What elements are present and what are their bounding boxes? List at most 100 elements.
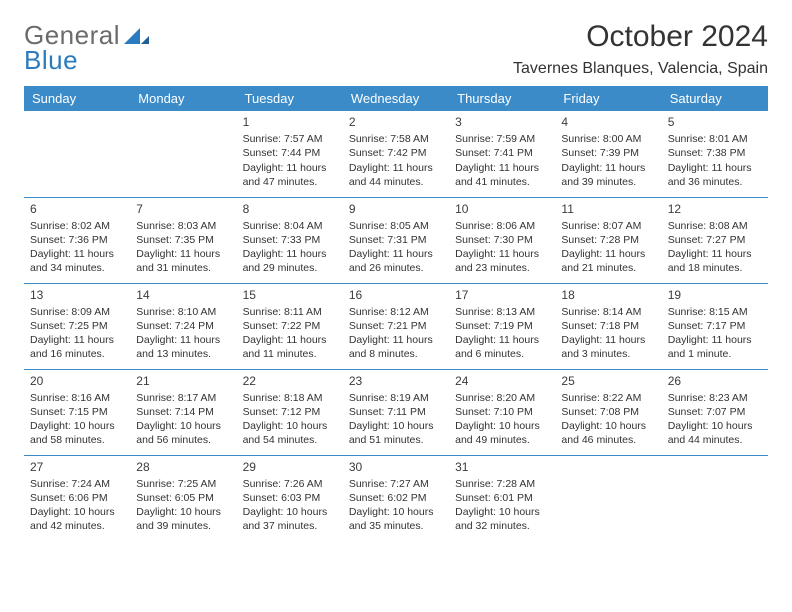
daylight-text: and 39 minutes.: [136, 519, 230, 533]
calendar-cell: 30Sunrise: 7:27 AMSunset: 6:02 PMDayligh…: [343, 455, 449, 541]
daylight-text: Daylight: 10 hours: [243, 505, 337, 519]
sunset-text: Sunset: 7:12 PM: [243, 405, 337, 419]
day-number: 25: [561, 373, 655, 389]
logo-text: General Blue: [24, 20, 120, 76]
day-number: 22: [243, 373, 337, 389]
sunset-text: Sunset: 7:11 PM: [349, 405, 443, 419]
day-number: 15: [243, 287, 337, 303]
calendar-row: 1Sunrise: 7:57 AMSunset: 7:44 PMDaylight…: [24, 111, 768, 197]
sunset-text: Sunset: 7:27 PM: [668, 233, 762, 247]
calendar-cell: 9Sunrise: 8:05 AMSunset: 7:31 PMDaylight…: [343, 197, 449, 283]
calendar-cell: 24Sunrise: 8:20 AMSunset: 7:10 PMDayligh…: [449, 369, 555, 455]
calendar-cell: 4Sunrise: 8:00 AMSunset: 7:39 PMDaylight…: [555, 111, 661, 197]
sunset-text: Sunset: 7:19 PM: [455, 319, 549, 333]
sunrise-text: Sunrise: 7:26 AM: [243, 477, 337, 491]
sunset-text: Sunset: 7:41 PM: [455, 146, 549, 160]
sunset-text: Sunset: 7:14 PM: [136, 405, 230, 419]
daylight-text: and 54 minutes.: [243, 433, 337, 447]
sunrise-text: Sunrise: 8:14 AM: [561, 305, 655, 319]
day-number: 30: [349, 459, 443, 475]
sunset-text: Sunset: 6:05 PM: [136, 491, 230, 505]
daylight-text: Daylight: 10 hours: [455, 505, 549, 519]
day-number: 5: [668, 114, 762, 130]
day-number: 26: [668, 373, 762, 389]
logo-sail-icon: [124, 26, 150, 51]
calendar-cell: 22Sunrise: 8:18 AMSunset: 7:12 PMDayligh…: [237, 369, 343, 455]
day-number: 6: [30, 201, 124, 217]
daylight-text: and 42 minutes.: [30, 519, 124, 533]
daylight-text: and 32 minutes.: [455, 519, 549, 533]
calendar-cell: 31Sunrise: 7:28 AMSunset: 6:01 PMDayligh…: [449, 455, 555, 541]
sunrise-text: Sunrise: 8:01 AM: [668, 132, 762, 146]
weekday-header: Tuesday: [237, 86, 343, 111]
sunrise-text: Sunrise: 8:11 AM: [243, 305, 337, 319]
calendar-cell: 3Sunrise: 7:59 AMSunset: 7:41 PMDaylight…: [449, 111, 555, 197]
day-number: 28: [136, 459, 230, 475]
calendar-cell: [555, 455, 661, 541]
day-number: 23: [349, 373, 443, 389]
day-number: 12: [668, 201, 762, 217]
sunset-text: Sunset: 7:33 PM: [243, 233, 337, 247]
sunset-text: Sunset: 7:30 PM: [455, 233, 549, 247]
daylight-text: Daylight: 11 hours: [243, 161, 337, 175]
daylight-text: Daylight: 11 hours: [455, 247, 549, 261]
daylight-text: and 23 minutes.: [455, 261, 549, 275]
sunrise-text: Sunrise: 8:12 AM: [349, 305, 443, 319]
daylight-text: Daylight: 11 hours: [668, 161, 762, 175]
day-number: 9: [349, 201, 443, 217]
sunset-text: Sunset: 6:02 PM: [349, 491, 443, 505]
sunset-text: Sunset: 7:21 PM: [349, 319, 443, 333]
calendar-row: 13Sunrise: 8:09 AMSunset: 7:25 PMDayligh…: [24, 283, 768, 369]
sunrise-text: Sunrise: 7:57 AM: [243, 132, 337, 146]
calendar-cell: 14Sunrise: 8:10 AMSunset: 7:24 PMDayligh…: [130, 283, 236, 369]
calendar-cell: [24, 111, 130, 197]
day-number: 14: [136, 287, 230, 303]
sunset-text: Sunset: 7:31 PM: [349, 233, 443, 247]
calendar-cell: 7Sunrise: 8:03 AMSunset: 7:35 PMDaylight…: [130, 197, 236, 283]
daylight-text: Daylight: 10 hours: [243, 419, 337, 433]
calendar-cell: 28Sunrise: 7:25 AMSunset: 6:05 PMDayligh…: [130, 455, 236, 541]
daylight-text: and 44 minutes.: [349, 175, 443, 189]
daylight-text: and 58 minutes.: [30, 433, 124, 447]
calendar-cell: 26Sunrise: 8:23 AMSunset: 7:07 PMDayligh…: [662, 369, 768, 455]
daylight-text: Daylight: 10 hours: [30, 419, 124, 433]
sunrise-text: Sunrise: 8:08 AM: [668, 219, 762, 233]
calendar-cell: 21Sunrise: 8:17 AMSunset: 7:14 PMDayligh…: [130, 369, 236, 455]
day-number: 18: [561, 287, 655, 303]
daylight-text: and 41 minutes.: [455, 175, 549, 189]
sunset-text: Sunset: 7:18 PM: [561, 319, 655, 333]
day-number: 3: [455, 114, 549, 130]
daylight-text: and 3 minutes.: [561, 347, 655, 361]
daylight-text: and 13 minutes.: [136, 347, 230, 361]
daylight-text: and 6 minutes.: [455, 347, 549, 361]
sunset-text: Sunset: 7:44 PM: [243, 146, 337, 160]
page-title: October 2024: [513, 20, 768, 54]
sunset-text: Sunset: 7:38 PM: [668, 146, 762, 160]
location-text: Tavernes Blanques, Valencia, Spain: [513, 60, 768, 78]
sunrise-text: Sunrise: 8:16 AM: [30, 391, 124, 405]
sunset-text: Sunset: 7:39 PM: [561, 146, 655, 160]
weekday-header: Wednesday: [343, 86, 449, 111]
daylight-text: Daylight: 11 hours: [349, 333, 443, 347]
calendar-cell: 13Sunrise: 8:09 AMSunset: 7:25 PMDayligh…: [24, 283, 130, 369]
calendar-cell: 8Sunrise: 8:04 AMSunset: 7:33 PMDaylight…: [237, 197, 343, 283]
sunrise-text: Sunrise: 8:04 AM: [243, 219, 337, 233]
weekday-header: Saturday: [662, 86, 768, 111]
sunset-text: Sunset: 7:17 PM: [668, 319, 762, 333]
weekday-header: Friday: [555, 86, 661, 111]
day-number: 24: [455, 373, 549, 389]
daylight-text: and 8 minutes.: [349, 347, 443, 361]
sunrise-text: Sunrise: 8:02 AM: [30, 219, 124, 233]
calendar-cell: 16Sunrise: 8:12 AMSunset: 7:21 PMDayligh…: [343, 283, 449, 369]
sunset-text: Sunset: 7:42 PM: [349, 146, 443, 160]
calendar-cell: 1Sunrise: 7:57 AMSunset: 7:44 PMDaylight…: [237, 111, 343, 197]
calendar-row: 6Sunrise: 8:02 AMSunset: 7:36 PMDaylight…: [24, 197, 768, 283]
daylight-text: and 44 minutes.: [668, 433, 762, 447]
daylight-text: Daylight: 10 hours: [349, 505, 443, 519]
weekday-header-row: Sunday Monday Tuesday Wednesday Thursday…: [24, 86, 768, 111]
sunrise-text: Sunrise: 8:13 AM: [455, 305, 549, 319]
sunrise-text: Sunrise: 8:23 AM: [668, 391, 762, 405]
daylight-text: Daylight: 11 hours: [668, 247, 762, 261]
sunset-text: Sunset: 7:22 PM: [243, 319, 337, 333]
daylight-text: and 18 minutes.: [668, 261, 762, 275]
